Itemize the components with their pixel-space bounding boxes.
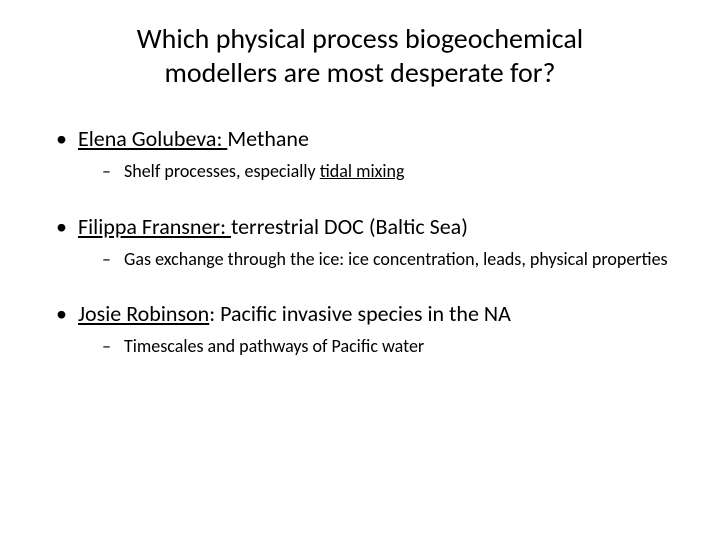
- bullet-list-level2: – Timescales and pathways of Pacific wat…: [56, 335, 680, 358]
- topic-text: terrestrial DOC (Baltic Sea): [231, 213, 468, 240]
- l1-line: • Josie Robinson: Pacific invasive speci…: [56, 300, 680, 327]
- dash-icon: –: [102, 160, 124, 183]
- dash-icon: –: [102, 248, 124, 271]
- slide-title: Which physical process biogeochemical mo…: [40, 22, 680, 89]
- l2-content: Shelf processes, especially tidal mixing: [124, 160, 680, 183]
- sub-pre: Shelf processes, especially: [124, 160, 320, 182]
- topic-text: : Pacific invasive species in the NA: [209, 300, 511, 327]
- dash-icon: –: [102, 335, 124, 358]
- topic-text: Methane: [227, 125, 309, 152]
- list-item: • Elena Golubeva: Methane – Shelf proces…: [56, 125, 680, 183]
- sub-underlined: tidal mixing: [320, 160, 405, 182]
- title-line-2: modellers are most desperate for?: [164, 55, 555, 90]
- l1-content: Elena Golubeva: Methane: [78, 125, 680, 152]
- sub-pre: Gas exchange through the ice: ice concen…: [124, 248, 668, 270]
- list-item: • Filippa Fransner: terrestrial DOC (Bal…: [56, 213, 680, 271]
- bullet-icon: •: [56, 300, 78, 327]
- l2-content: Gas exchange through the ice: ice concen…: [124, 248, 680, 271]
- person-name: Filippa Fransner:: [78, 213, 231, 240]
- title-line-1: Which physical process biogeochemical: [137, 21, 583, 56]
- bullet-list-level2: – Gas exchange through the ice: ice conc…: [56, 248, 680, 271]
- bullet-list-level2: – Shelf processes, especially tidal mixi…: [56, 160, 680, 183]
- l1-line: • Elena Golubeva: Methane: [56, 125, 680, 152]
- sub-pre: Timescales and pathways of Pacific water: [124, 335, 424, 357]
- list-item: – Timescales and pathways of Pacific wat…: [102, 335, 680, 358]
- list-item: – Shelf processes, especially tidal mixi…: [102, 160, 680, 183]
- l1-content: Josie Robinson: Pacific invasive species…: [78, 300, 680, 327]
- person-name: Josie Robinson: [78, 300, 209, 327]
- l1-line: • Filippa Fransner: terrestrial DOC (Bal…: [56, 213, 680, 240]
- l2-content: Timescales and pathways of Pacific water: [124, 335, 680, 358]
- list-item: – Gas exchange through the ice: ice conc…: [102, 248, 680, 271]
- person-name: Elena Golubeva:: [78, 125, 227, 152]
- l1-content: Filippa Fransner: terrestrial DOC (Balti…: [78, 213, 680, 240]
- bullet-icon: •: [56, 125, 78, 152]
- list-item: • Josie Robinson: Pacific invasive speci…: [56, 300, 680, 358]
- bullet-icon: •: [56, 213, 78, 240]
- bullet-list-level1: • Elena Golubeva: Methane – Shelf proces…: [40, 125, 680, 358]
